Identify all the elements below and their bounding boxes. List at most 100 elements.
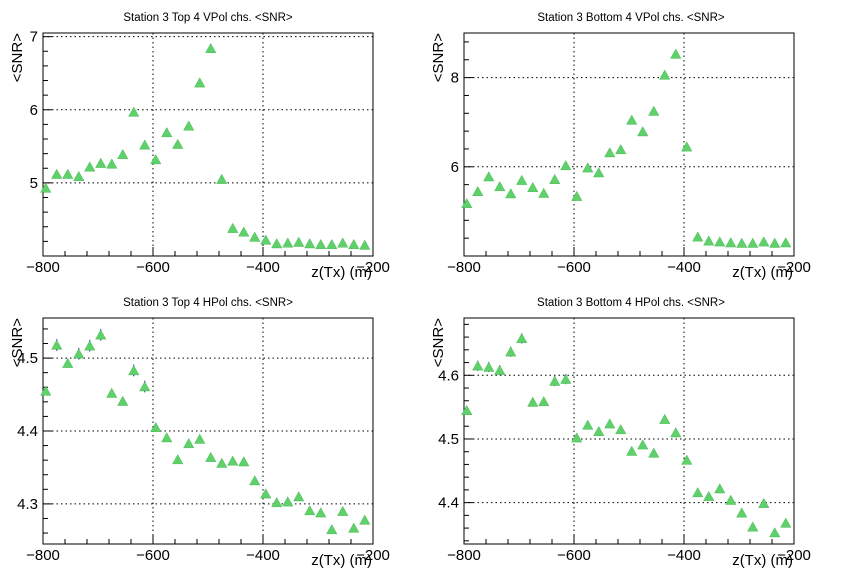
data-point bbox=[161, 432, 173, 443]
data-point bbox=[139, 381, 151, 392]
chart-title: Station 3 Bottom 4 HPol chs. <SNR> bbox=[537, 297, 725, 309]
data-point bbox=[315, 238, 327, 249]
data-point bbox=[216, 173, 228, 184]
chart-title: Station 3 Bottom 4 VPol chs. <SNR> bbox=[537, 12, 725, 24]
data-point bbox=[227, 455, 239, 466]
data-point bbox=[681, 454, 693, 465]
y-axis-label: <SNR> bbox=[9, 33, 26, 82]
data-point bbox=[183, 120, 195, 131]
x-tick-label: −800 bbox=[26, 547, 60, 564]
x-tick-label: −400 bbox=[246, 259, 280, 276]
data-point bbox=[62, 357, 74, 368]
panel-top-vpol: Station 3 Top 4 VPol chs. <SNR> −800 −600 −… bbox=[9, 12, 390, 281]
data-point bbox=[216, 457, 228, 468]
data-point bbox=[549, 173, 561, 184]
data-point bbox=[736, 507, 748, 518]
data-point bbox=[670, 427, 682, 438]
data-point bbox=[703, 490, 715, 501]
y-tick-label: 4.4 bbox=[17, 423, 38, 440]
data-point bbox=[84, 161, 96, 172]
data-point bbox=[648, 105, 660, 116]
data-point bbox=[626, 445, 638, 456]
data-point bbox=[150, 422, 162, 432]
data-point bbox=[714, 236, 726, 247]
x-tick-label: −400 bbox=[246, 547, 280, 564]
data-point bbox=[615, 424, 627, 435]
data-point bbox=[472, 185, 484, 196]
x-axis-label: z(Tx) (m) bbox=[732, 552, 793, 569]
data-point bbox=[483, 361, 495, 372]
data-point bbox=[128, 106, 140, 117]
x-tick-label: −600 bbox=[136, 259, 170, 276]
x-tick-label: −600 bbox=[557, 259, 591, 276]
data-point bbox=[692, 231, 704, 242]
y-tick-label: 6 bbox=[451, 159, 459, 176]
x-axis-label: z(Tx) (m) bbox=[311, 552, 372, 569]
data-point bbox=[747, 521, 759, 532]
y-tick-label: 4.5 bbox=[17, 350, 38, 367]
data-point bbox=[337, 505, 349, 516]
data-point bbox=[571, 432, 583, 443]
data-point bbox=[604, 147, 616, 158]
data-point bbox=[249, 231, 261, 242]
y-tick-label: 4.3 bbox=[17, 496, 38, 513]
x-tick-label: −200 bbox=[356, 259, 390, 276]
data-point bbox=[95, 157, 107, 168]
data-point bbox=[472, 360, 484, 371]
data-point bbox=[725, 494, 737, 505]
data-point bbox=[516, 333, 528, 343]
data-point bbox=[703, 235, 715, 246]
data-point bbox=[494, 181, 506, 192]
data-point bbox=[161, 127, 173, 138]
data-point bbox=[659, 69, 671, 80]
data-point bbox=[249, 475, 261, 486]
data-point bbox=[73, 170, 85, 181]
data-point bbox=[582, 419, 594, 430]
x-axis-label: z(Tx) (m) bbox=[311, 264, 372, 281]
data-point bbox=[359, 239, 371, 250]
data-point bbox=[549, 375, 561, 386]
data-point bbox=[626, 114, 638, 125]
data-point bbox=[51, 339, 63, 350]
data-point bbox=[150, 154, 162, 165]
data-point bbox=[238, 226, 250, 237]
data-point bbox=[637, 439, 649, 450]
data-point bbox=[527, 396, 539, 407]
data-point bbox=[505, 346, 517, 357]
data-point bbox=[62, 168, 74, 179]
data-point bbox=[326, 238, 338, 249]
data-point bbox=[461, 198, 473, 208]
data-point bbox=[84, 340, 96, 351]
data-point bbox=[227, 222, 239, 233]
data-point bbox=[538, 187, 550, 198]
panel-bottom-vpol: Station 3 Bottom 4 VPol chs. <SNR> −800 −6… bbox=[430, 12, 811, 281]
data-point bbox=[40, 385, 52, 396]
y-tick-label: 7 bbox=[30, 29, 38, 46]
data-point bbox=[128, 365, 140, 376]
plot-frame bbox=[463, 317, 795, 545]
x-tick-label: −800 bbox=[447, 547, 481, 564]
data-point bbox=[106, 158, 118, 169]
data-point bbox=[238, 456, 250, 467]
data-point bbox=[736, 237, 748, 248]
y-tick-label: 6 bbox=[30, 102, 38, 119]
data-point bbox=[571, 190, 583, 201]
data-point bbox=[95, 329, 107, 340]
data-point bbox=[348, 522, 360, 533]
data-point bbox=[483, 171, 495, 182]
data-point bbox=[505, 188, 517, 199]
data-point bbox=[725, 237, 737, 248]
data-point bbox=[271, 238, 283, 249]
y-tick-label: 5 bbox=[30, 175, 38, 192]
data-point bbox=[769, 527, 781, 538]
chart-title: Station 3 Top 4 VPol chs. <SNR> bbox=[123, 12, 292, 24]
data-point bbox=[51, 168, 63, 179]
data-point bbox=[538, 396, 550, 407]
data-point bbox=[40, 182, 52, 193]
data-point bbox=[780, 517, 792, 528]
x-tick-label: −200 bbox=[777, 259, 811, 276]
data-point bbox=[527, 181, 539, 192]
data-point bbox=[670, 48, 682, 59]
data-point bbox=[747, 237, 759, 248]
